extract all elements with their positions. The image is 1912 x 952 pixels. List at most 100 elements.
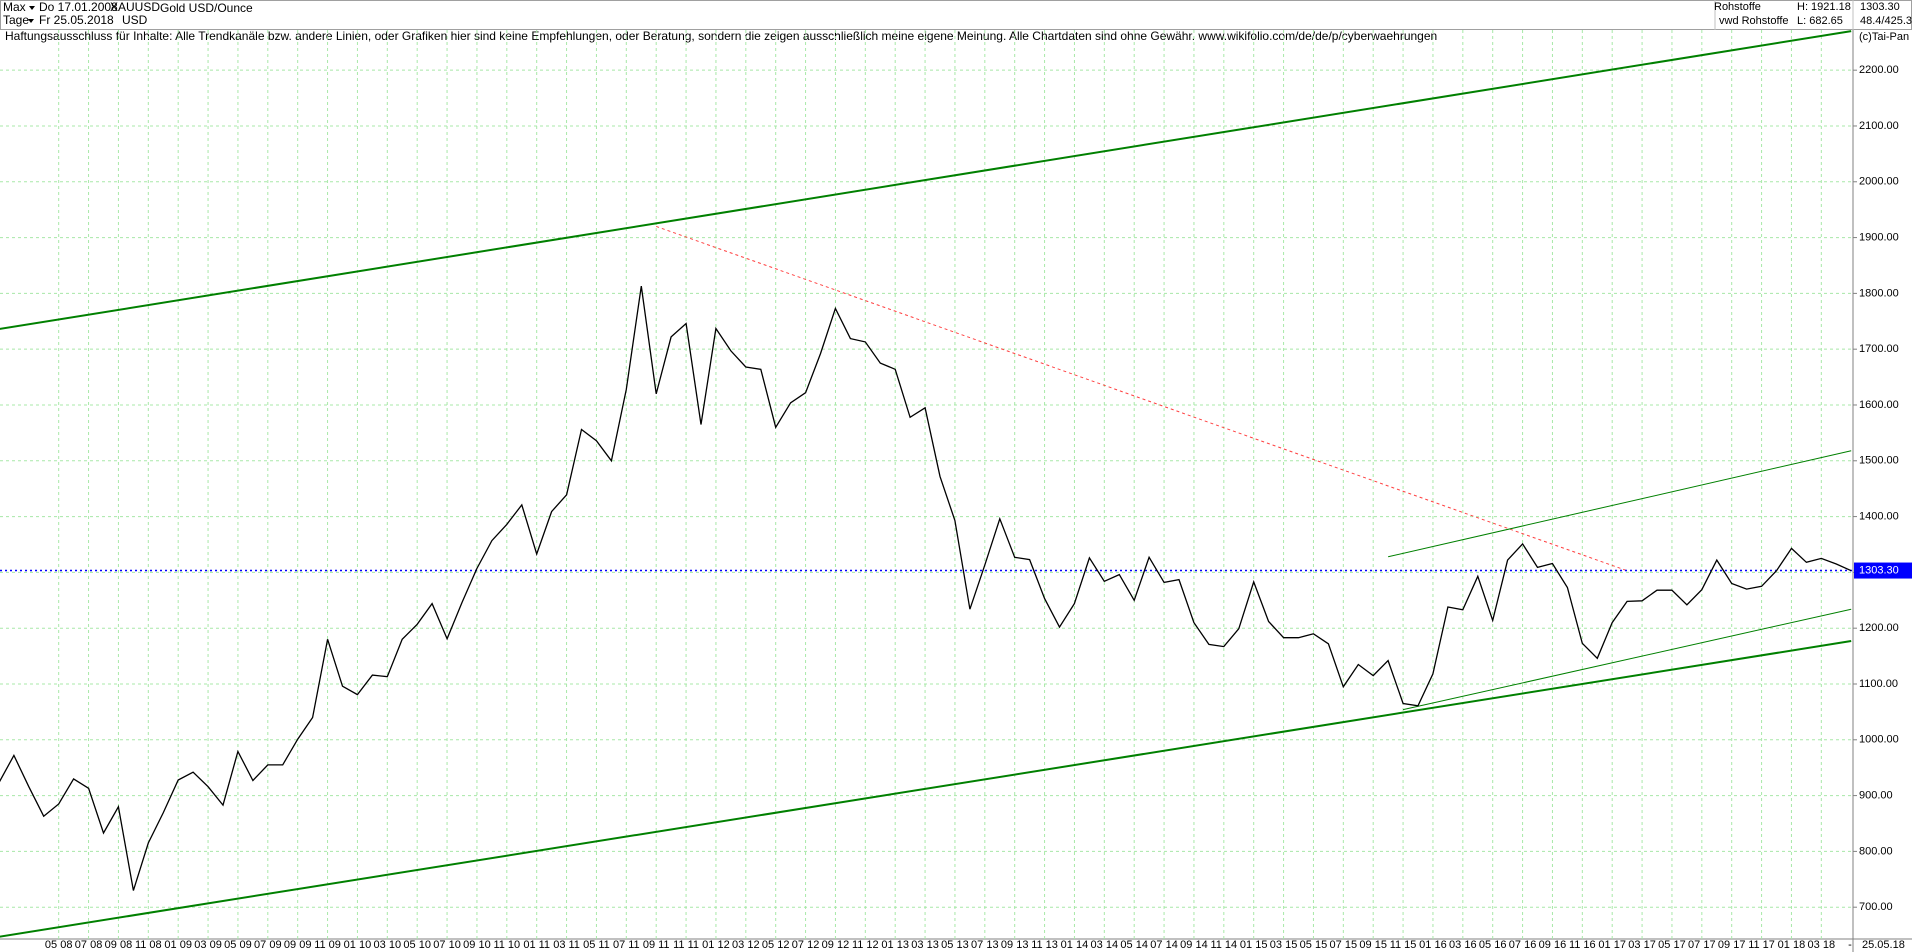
copyright: (c)Tai-Pan (1859, 31, 1909, 43)
end-date: Fr 25.05.2018 (39, 13, 114, 27)
x-tick-label: 11 08 (135, 939, 162, 951)
x-tick-label: 07 11 (613, 939, 640, 951)
last-price-label: 1303.30 (1859, 564, 1899, 576)
dropdown-arrow[interactable] (28, 19, 34, 23)
x-tick-label: 09 09 (284, 939, 312, 951)
x-tick-label: 01 16 (1419, 939, 1447, 951)
last-price-box (1854, 562, 1912, 579)
x-tick-label: 11 16 (1569, 939, 1596, 951)
x-tick-label: 11 13 (1031, 939, 1058, 951)
y-tick-label: 1900.00 (1859, 231, 1899, 243)
last: 1303.30 (1860, 1, 1900, 13)
x-tick-label: 05 13 (941, 939, 969, 951)
instrument: Gold USD/Ounce (160, 1, 253, 15)
x-tick-label: 05 11 (583, 939, 610, 951)
x-tick-label: 11 15 (1390, 939, 1417, 951)
x-tick-label: 05 14 (1120, 939, 1148, 951)
plot-area (0, 30, 1853, 939)
ratio: 48.4/425.3 (1860, 15, 1912, 27)
x-tick-label: 05 12 (762, 939, 790, 951)
trend-line (1388, 450, 1852, 558)
x-tick-label: 01 13 (881, 939, 909, 951)
x-tick-label: 07 12 (792, 939, 820, 951)
x-tick-label: 11 12 (852, 939, 879, 951)
y-tick-label: 800.00 (1859, 845, 1893, 857)
x-tick-label: 03 10 (374, 939, 402, 951)
disclaimer: Haftungsausschluss für Inhalte: Alle Tre… (5, 29, 1437, 43)
x-tick-label: 11 17 (1748, 939, 1775, 951)
low: L: 682.65 (1797, 15, 1843, 27)
x-tick-label: 03 11 (553, 939, 580, 951)
y-tick-label: 2100.00 (1859, 120, 1899, 132)
x-tick-label: 03 16 (1449, 939, 1477, 951)
start-date: Do 17.01.2008 (39, 0, 118, 14)
x-tick-label: 07 17 (1688, 939, 1716, 951)
x-tick-label: 11 09 (314, 939, 341, 951)
header-bar (0, 0, 1912, 30)
x-tick-label: 01 18 (1778, 939, 1806, 951)
x-tick-label: 09 08 (105, 939, 133, 951)
x-tick-label: 07 09 (254, 939, 282, 951)
y-tick-label: 2200.00 (1859, 64, 1899, 76)
x-tick-label: 03 17 (1628, 939, 1656, 951)
x-tick-label: 09 12 (822, 939, 850, 951)
x-tick-label: 09 16 (1539, 939, 1567, 951)
x-tick-label: 01 12 (702, 939, 730, 951)
market: Rohstoffe (1714, 1, 1761, 13)
y-tick-label: 900.00 (1859, 789, 1893, 801)
y-tick-label: 1500.00 (1859, 455, 1899, 467)
x-tick-label: 05 10 (403, 939, 431, 951)
x-end-label: 25.05.18 (1862, 939, 1905, 951)
x-tick-label: 11 10 (493, 939, 520, 951)
range-select[interactable]: Max (3, 0, 26, 14)
x-tick-label: 03 09 (194, 939, 222, 951)
currency: USD (122, 13, 148, 27)
y-tick-label: 1700.00 (1859, 343, 1899, 355)
x-tick-label: 05 15 (1300, 939, 1328, 951)
x-tick-label: 01 11 (523, 939, 550, 951)
x-tick-label: 09 14 (1180, 939, 1208, 951)
trend-line (656, 225, 1628, 572)
x-tick-label: 05 08 (45, 939, 73, 951)
x-tick-label: 03 18 (1808, 939, 1836, 951)
x-tick-label: 03 13 (911, 939, 939, 951)
x-tick-label: 09 10 (463, 939, 491, 951)
x-tick-label: 05 16 (1479, 939, 1507, 951)
x-tick-label: 01 14 (1061, 939, 1089, 951)
period-select[interactable]: Tage (3, 13, 29, 27)
y-tick-label: 1800.00 (1859, 287, 1899, 299)
y-tick-label: 1000.00 (1859, 734, 1899, 746)
x-tick-label: 09 15 (1359, 939, 1387, 951)
x-tick-label: 07 13 (971, 939, 999, 951)
y-tick-label: 700.00 (1859, 901, 1893, 913)
x-tick-label: 01 15 (1240, 939, 1268, 951)
source: vwd Rohstoffe (1719, 15, 1789, 27)
x-end-marker: - (1848, 939, 1852, 951)
x-tick-label: 09 13 (1001, 939, 1029, 951)
x-tick-label: 03 15 (1270, 939, 1298, 951)
y-tick-label: 1600.00 (1859, 399, 1899, 411)
x-tick-label: 07 14 (1150, 939, 1178, 951)
x-tick-label: 03 14 (1091, 939, 1119, 951)
x-tick-label: 01 17 (1598, 939, 1626, 951)
x-tick-label: 07 08 (75, 939, 103, 951)
trend-line (1402, 608, 1852, 711)
trend-line (0, 30, 1852, 330)
x-tick-label: 09 11 (643, 939, 670, 951)
x-tick-label: 01 09 (164, 939, 192, 951)
x-tick-label: 07 16 (1509, 939, 1537, 951)
symbol: XAUUSD (110, 0, 160, 14)
price-line (0, 286, 1852, 891)
dropdown-arrow[interactable] (29, 6, 35, 10)
x-tick-label: 05 09 (224, 939, 252, 951)
y-tick-label: 1400.00 (1859, 510, 1899, 522)
y-tick-label: 1100.00 (1859, 678, 1898, 690)
y-tick-label: 1200.00 (1859, 622, 1899, 634)
y-tick-label: 2000.00 (1859, 176, 1899, 188)
x-tick-label: 09 17 (1718, 939, 1746, 951)
high: H: 1921.18 (1797, 1, 1851, 13)
x-tick-label: 05 17 (1658, 939, 1686, 951)
trend-line (0, 640, 1852, 938)
